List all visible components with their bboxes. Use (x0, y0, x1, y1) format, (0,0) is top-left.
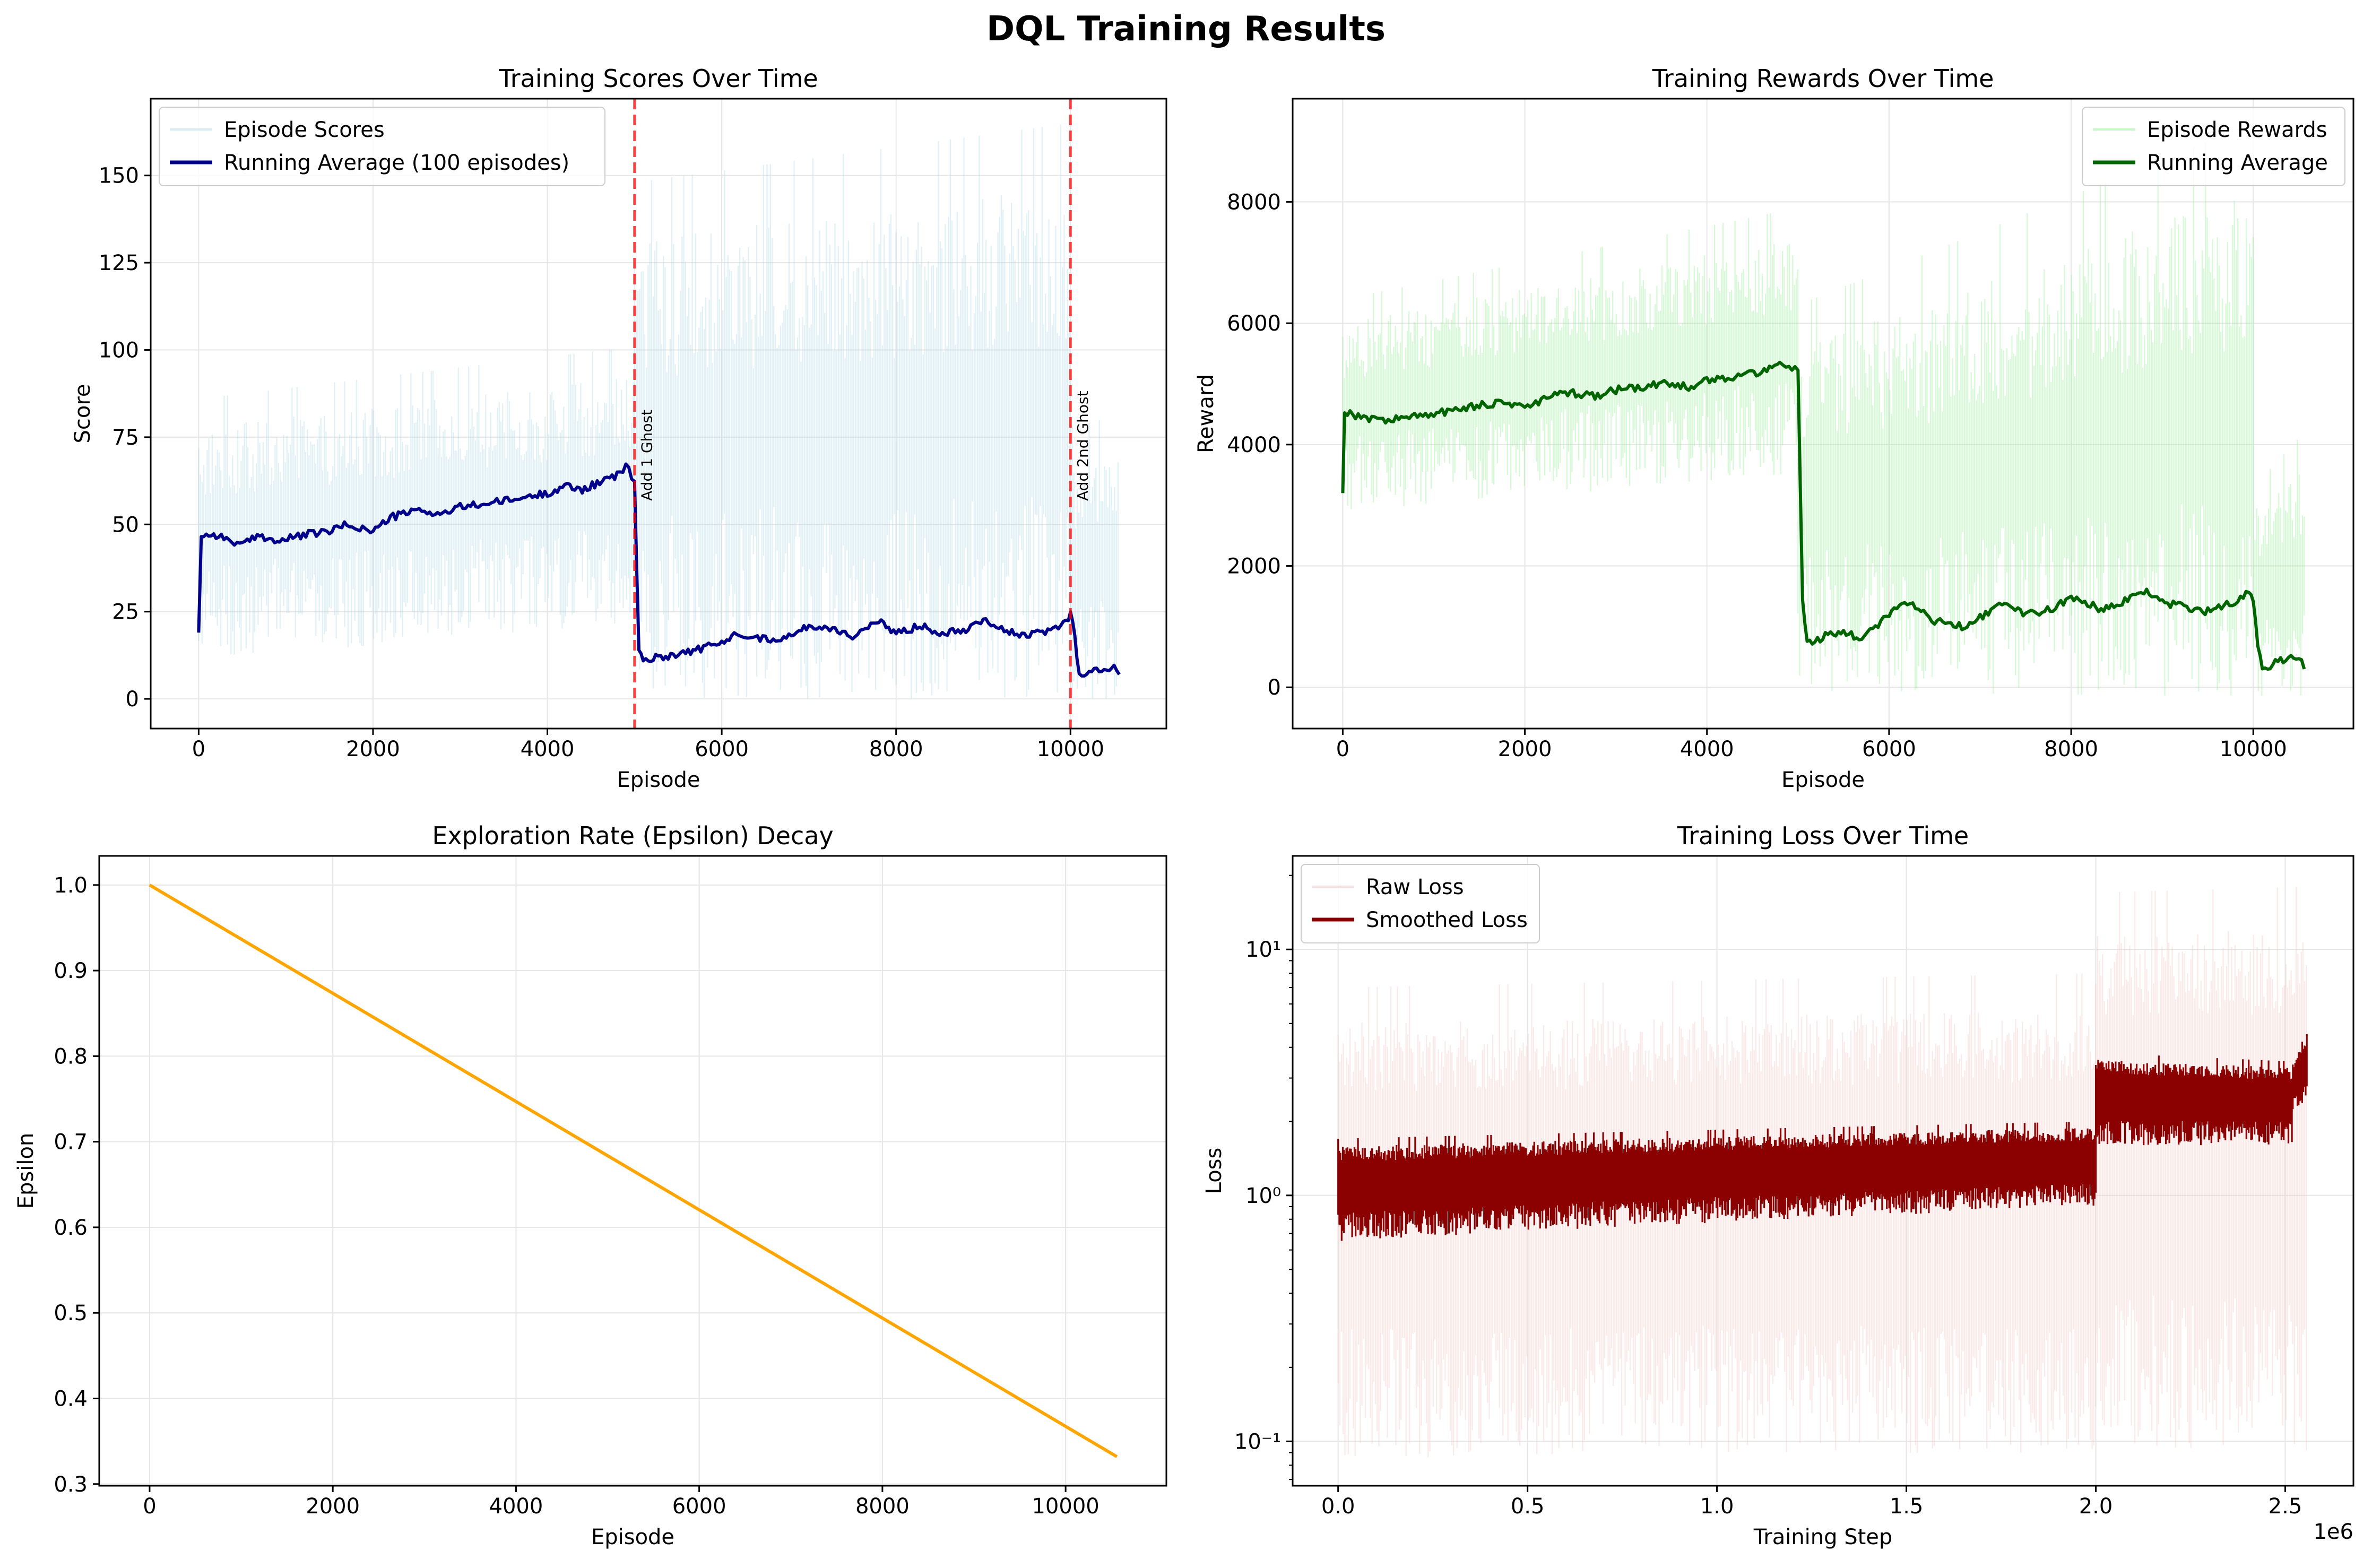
x-tick-label: 2.0 (2079, 1494, 2113, 1519)
y-tick-label: 0 (1268, 675, 1281, 700)
vline-label-1: Add 1 Ghost (638, 410, 656, 501)
plot-area (197, 124, 1121, 699)
series-smoothed-loss-path (1337, 1034, 2308, 1241)
x-axis-label: Episode (591, 1525, 674, 1549)
y-tick-label: 25 (112, 600, 139, 625)
y-tick-label: 0.6 (54, 1216, 88, 1240)
legend-label: Episode Scores (224, 118, 385, 142)
x-tick-label: 2000 (1498, 737, 1552, 761)
y-tick-label: 8000 (1227, 190, 1281, 214)
x-tick-label: 6000 (1862, 737, 1916, 761)
y-axis-label: Reward (1194, 374, 1218, 453)
legend-frame (2082, 107, 2345, 186)
y-axis-label: Epsilon (14, 1133, 38, 1209)
legend-label: Running Average (100 episodes) (224, 151, 569, 175)
x-tick-label: 6000 (695, 737, 749, 761)
axes-frame (98, 855, 1167, 1487)
series-episode-rewards-path (1342, 142, 2305, 696)
series-smoothed-loss (1337, 1034, 2308, 1241)
figure-title: DQL Training Results (986, 10, 1386, 49)
plot-area (1341, 142, 2306, 696)
x-tick-label: 10000 (1037, 737, 1104, 761)
y-tick-label: 0.5 (54, 1301, 88, 1326)
y-tick-label: 150 (99, 164, 139, 188)
y-tick-label: 10¹ (1245, 938, 1281, 962)
legend-label: Running Average (2147, 151, 2328, 175)
series-episode-scores (198, 124, 1119, 699)
legend: Episode Scores Running Average (100 episo… (159, 107, 605, 186)
axes-frame (1292, 855, 2354, 1487)
x-axis-label: Episode (1781, 768, 1865, 792)
x-axis-label: Training Step (1753, 1525, 1893, 1549)
y-tick-label: 10⁻¹ (1234, 1430, 1281, 1454)
y-axis-label: Score (71, 384, 95, 443)
x-axis-label: Episode (617, 768, 700, 792)
x-tick-label: 8000 (855, 1494, 910, 1519)
y-tick-label: 0.3 (54, 1472, 88, 1497)
x-tick-label: 0 (192, 737, 205, 761)
x-tick-label: 8000 (869, 737, 923, 761)
chart-title: Training Rewards Over Time (1652, 64, 1994, 93)
legend-label: Smoothed Loss (1366, 908, 1528, 932)
grid (1293, 99, 2353, 729)
x-tick-label: 2000 (306, 1494, 360, 1519)
chart-panel-3: 0 2000 4000 6000 8000 10000 0.3 0.4 0.5 0.6 0.7 0.8… (14, 821, 1167, 1549)
axes-frame (150, 98, 1167, 730)
axes-frame (1292, 98, 2354, 730)
y-tick-label: 0.7 (54, 1130, 88, 1155)
y-tick-label: 2000 (1227, 555, 1281, 579)
y-tick-label: 1.0 (54, 873, 88, 898)
series-running-average-100-episodes- (197, 462, 1121, 678)
grid (99, 856, 1166, 1486)
y-tick-label: 0.8 (54, 1044, 88, 1069)
x-tick-label: 6000 (672, 1494, 726, 1519)
chart-panel-4: 0.0 0.5 1.0 1.5 2.0 2.5 10⁻¹ 10⁰ 10¹ 1e6 Training … (1202, 821, 2354, 1549)
y-tick-label: 0.9 (54, 959, 88, 983)
x-tick-label: 1.5 (1890, 1494, 1924, 1519)
x-tick-label: 10000 (2220, 737, 2287, 761)
x-tick-label: 1.0 (1700, 1494, 1734, 1519)
chart-title: Training Scores Over Time (498, 64, 818, 93)
x-tick-label: 2.5 (2269, 1494, 2302, 1519)
series-epsilon (149, 883, 1118, 1458)
chart-title: Training Loss Over Time (1677, 821, 1969, 850)
legend: Episode Rewards Running Average (2082, 107, 2345, 186)
x-tick-label: 4000 (1680, 737, 1734, 761)
y-tick-label: 10⁰ (1245, 1184, 1281, 1208)
x-tick-label: 0.5 (1511, 1494, 1545, 1519)
y-tick-label: 4000 (1227, 433, 1281, 457)
chart-panel-1: Add 1 Ghost Add 2nd Ghost 0 2000 4000 6000 800… (71, 64, 1167, 792)
x-tick-label: 10000 (1032, 1494, 1099, 1519)
y-tick-label: 75 (112, 426, 139, 450)
series-episode-rewards (1342, 142, 2305, 696)
y-tick-label: 50 (112, 513, 139, 537)
plot-area (1337, 887, 2308, 1458)
x-tick-label: 0 (143, 1494, 156, 1519)
vline-label-2: Add 2nd Ghost (1074, 391, 1092, 501)
legend-label: Raw Loss (1366, 875, 1464, 899)
series-episode-scores-path (198, 124, 1119, 699)
legend: Raw Loss Smoothed Loss (1301, 864, 1540, 943)
y-tick-label: 6000 (1227, 311, 1281, 336)
legend-frame (1301, 864, 1540, 943)
x-tick-label: 4000 (521, 737, 575, 761)
y-tick-label: 0 (126, 687, 139, 712)
chart-title: Exploration Rate (Epsilon) Decay (432, 821, 833, 850)
x-tick-label: 2000 (346, 737, 400, 761)
x-tick-label: 4000 (489, 1494, 543, 1519)
x-tick-label: 8000 (2044, 737, 2098, 761)
plot-area (149, 883, 1118, 1458)
x-tick-label: 0 (1336, 737, 1349, 761)
y-tick-label: 125 (99, 251, 139, 275)
y-axis-label: Loss (1202, 1148, 1226, 1194)
y-tick-label: 0.4 (54, 1387, 88, 1411)
legend-frame (159, 107, 605, 186)
legend-label: Episode Rewards (2147, 118, 2327, 142)
x-tick-label: 0.0 (1321, 1494, 1355, 1519)
x-offset-label: 1e6 (2313, 1520, 2353, 1544)
series-running-average (1341, 360, 2306, 671)
y-tick-label: 100 (99, 338, 139, 362)
chart-panel-2: 0 2000 4000 6000 8000 10000 0 2000 4000 6000 8000 T… (1194, 64, 2354, 792)
